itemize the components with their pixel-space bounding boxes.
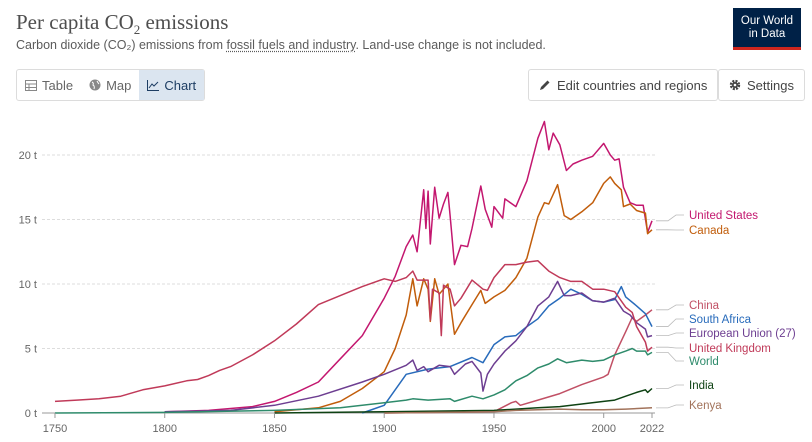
series-line-kenya[interactable] bbox=[384, 407, 653, 414]
label-connector bbox=[656, 304, 684, 311]
label-connector bbox=[656, 346, 684, 349]
y-tick-label: 10 t bbox=[19, 279, 37, 291]
x-tick-label: 1950 bbox=[482, 423, 506, 435]
legend-label-united-states[interactable]: United States bbox=[689, 210, 758, 222]
y-tick-label: 5 t bbox=[25, 344, 37, 356]
settings-button[interactable]: Settings bbox=[718, 69, 805, 101]
page-subtitle: Carbon dioxide (CO₂) emissions from foss… bbox=[16, 38, 546, 52]
y-tick-label: 20 t bbox=[19, 150, 37, 162]
label-connector bbox=[656, 351, 684, 362]
x-tick-label: 1800 bbox=[152, 423, 176, 435]
label-connector bbox=[656, 332, 684, 336]
x-tick-label: 1900 bbox=[372, 423, 396, 435]
series-line-world[interactable] bbox=[54, 347, 653, 414]
page-title: Per capita CO2 emissions bbox=[16, 10, 229, 38]
table-icon bbox=[25, 79, 37, 91]
legend-label-india[interactable]: India bbox=[689, 380, 715, 392]
legend-label-world[interactable]: World bbox=[689, 356, 719, 368]
series-line-united-kingdom[interactable] bbox=[54, 260, 653, 403]
owid-logo[interactable]: Our World in Data bbox=[733, 8, 801, 50]
pencil-icon bbox=[540, 80, 550, 90]
globe-icon bbox=[89, 79, 101, 91]
edit-countries-button[interactable]: Edit countries and regions bbox=[528, 69, 719, 101]
series-line-canada[interactable] bbox=[274, 176, 653, 413]
legend-label-united-kingdom[interactable]: United Kingdom bbox=[689, 343, 771, 355]
x-tick-label: 2000 bbox=[591, 423, 615, 435]
end-labels: United States Canada China South Africa Euro… bbox=[656, 210, 796, 412]
tab-map[interactable]: Map bbox=[81, 70, 139, 100]
tab-table[interactable]: Table bbox=[17, 70, 81, 100]
series-line-european-union-27-[interactable] bbox=[164, 280, 653, 413]
series-line-india[interactable] bbox=[274, 387, 653, 414]
y-tick-label: 0 t bbox=[25, 408, 37, 420]
legend-label-kenya[interactable]: Kenya bbox=[689, 400, 722, 412]
line-chart-icon bbox=[147, 79, 160, 91]
gear-icon bbox=[729, 79, 741, 91]
view-tabs: Table Map Chart bbox=[16, 69, 206, 101]
series-line-united-states[interactable] bbox=[164, 120, 653, 413]
legend-label-south-africa[interactable]: South Africa bbox=[689, 314, 752, 326]
series-line-china[interactable] bbox=[384, 309, 653, 414]
x-axis: 1750 1800 1850 1900 1950 2000 2022 bbox=[43, 413, 664, 435]
label-connector bbox=[656, 214, 684, 222]
x-tick-label: 1850 bbox=[262, 423, 286, 435]
label-connector bbox=[656, 404, 684, 409]
series-lines bbox=[54, 120, 653, 414]
grid-lines: 0 t 5 t 10 t 15 t 20 t bbox=[19, 150, 655, 420]
fossil-fuels-link[interactable]: fossil fuels and industry bbox=[226, 38, 356, 52]
x-tick-label: 1750 bbox=[43, 423, 67, 435]
legend-label-china[interactable]: China bbox=[689, 300, 720, 312]
legend-label-european-union-27-[interactable]: European Union (27) bbox=[689, 328, 796, 340]
y-tick-label: 15 t bbox=[19, 215, 37, 227]
tab-chart[interactable]: Chart bbox=[139, 70, 205, 100]
series-line-south-africa[interactable] bbox=[362, 285, 653, 414]
x-tick-label: 2022 bbox=[640, 423, 664, 435]
legend-label-canada[interactable]: Canada bbox=[689, 225, 730, 237]
label-connector bbox=[656, 384, 684, 389]
label-connector bbox=[656, 318, 684, 327]
